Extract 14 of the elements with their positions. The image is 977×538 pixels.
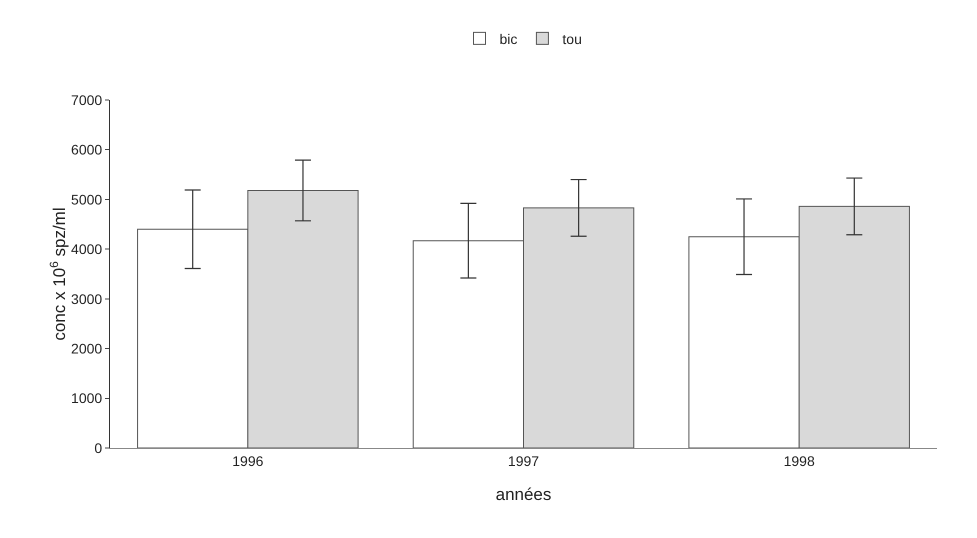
y-tick-label: 1000 [71,390,102,406]
x-tick-label: 1997 [508,452,540,469]
y-tick-label: 2000 [71,340,102,356]
y-tick-label: 3000 [71,290,102,307]
y-tick-label: 6000 [71,142,102,158]
legend-label: bic [500,30,518,47]
x-tick-label: 1996 [232,452,264,469]
y-tick-label: 0 [94,440,102,456]
y-tick-label: 5000 [71,191,102,208]
legend-label: tou [562,30,582,47]
x-tick-label: 1998 [784,452,815,469]
x-axis-title: années [496,485,552,504]
y-tick-label: 7000 [71,92,102,108]
y-tick-label: 4000 [71,241,102,258]
